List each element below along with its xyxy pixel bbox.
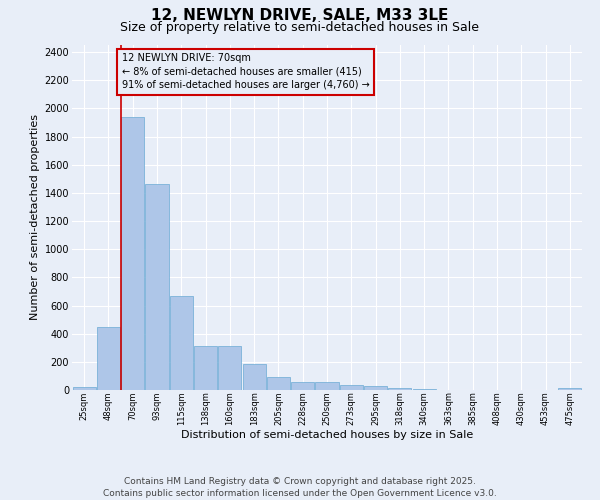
Bar: [73, 387, 95, 390]
Bar: [364, 386, 387, 390]
Text: Contains HM Land Registry data © Crown copyright and database right 2025.
Contai: Contains HM Land Registry data © Crown c…: [103, 476, 497, 498]
Bar: [316, 382, 338, 390]
Bar: [145, 184, 169, 390]
Bar: [559, 388, 581, 390]
Text: 12, NEWLYN DRIVE, SALE, M33 3LE: 12, NEWLYN DRIVE, SALE, M33 3LE: [151, 8, 449, 22]
Bar: [242, 364, 266, 390]
Bar: [388, 388, 412, 390]
Text: Size of property relative to semi-detached houses in Sale: Size of property relative to semi-detach…: [121, 21, 479, 34]
Bar: [97, 326, 120, 390]
X-axis label: Distribution of semi-detached houses by size in Sale: Distribution of semi-detached houses by …: [181, 430, 473, 440]
Y-axis label: Number of semi-detached properties: Number of semi-detached properties: [31, 114, 40, 320]
Bar: [291, 382, 314, 390]
Bar: [121, 117, 144, 390]
Bar: [340, 384, 363, 390]
Text: 12 NEWLYN DRIVE: 70sqm
← 8% of semi-detached houses are smaller (415)
91% of sem: 12 NEWLYN DRIVE: 70sqm ← 8% of semi-deta…: [122, 54, 370, 90]
Bar: [218, 346, 241, 390]
Bar: [170, 296, 193, 390]
Bar: [267, 376, 290, 390]
Bar: [194, 346, 217, 390]
